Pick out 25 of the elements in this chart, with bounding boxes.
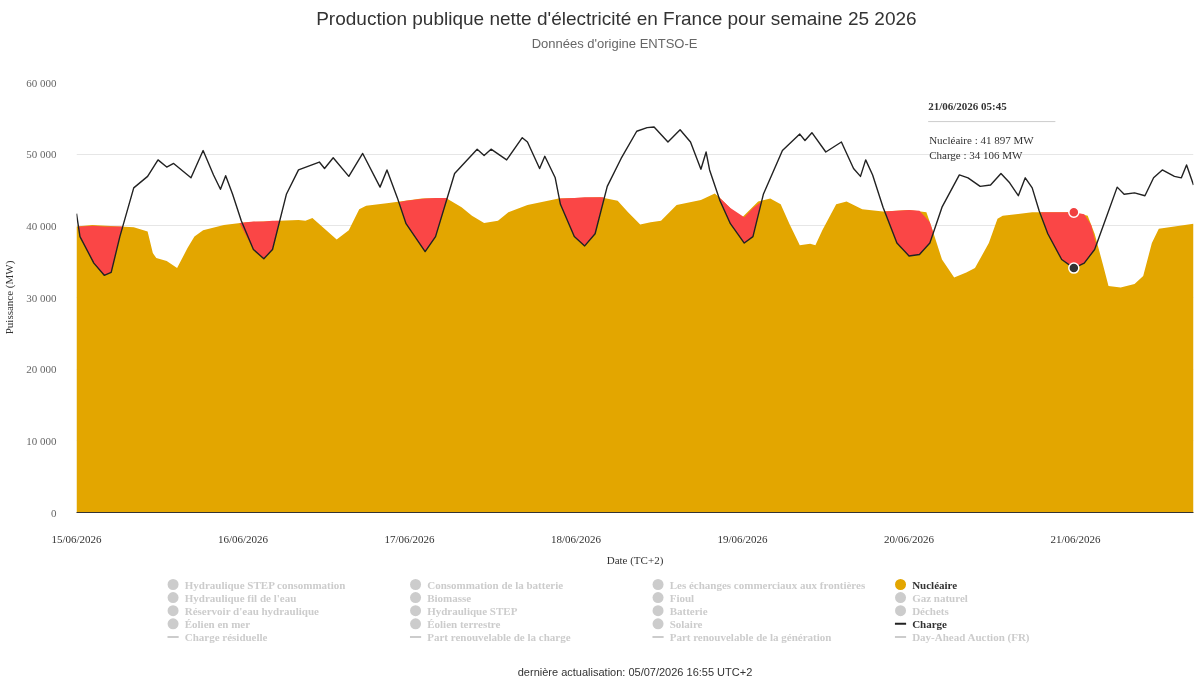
y-tick-label: 0 <box>51 506 57 519</box>
text: dernière actualisation: 05/07/2026 16:55 UTC+2 <box>517 665 753 678</box>
x-tick-label: 15/06/2026 <box>51 532 103 545</box>
y-axis-title: Puissance (MW) <box>3 260 17 335</box>
annotation: Nucléaire : 41 897 MW <box>929 134 1035 147</box>
y-tick-label: 20 000 <box>26 363 57 376</box>
x-tick-label: 16/06/2026 <box>217 532 269 545</box>
annotation: 21/06/2026 05:45 <box>928 99 1008 112</box>
line-series <box>76 126 1194 276</box>
x-tick-label: 18/06/2026 <box>550 532 602 545</box>
y-tick-label: 50 000 <box>26 148 57 161</box>
x-tick-label: 19/06/2026 <box>717 532 769 545</box>
chart-subtitle: Données d'origine ENTSO-E <box>531 36 698 51</box>
y-tick-label: 10 000 <box>26 434 57 447</box>
legend-label: Nucléaire <box>912 578 958 591</box>
legend-label: Charge <box>912 617 948 630</box>
x-tick-label: 17/06/2026 <box>384 532 436 545</box>
annotation: Charge : 34 106 MW <box>929 148 1024 161</box>
chart-title: Production publique nette d'électricité en France pour semaine 25 2026 <box>316 8 917 29</box>
y-tick-label: 40 000 <box>26 219 57 232</box>
x-tick-label: 20/06/2026 <box>883 532 935 545</box>
y-tick-label: 30 000 <box>26 291 57 304</box>
x-axis-title: Date (TC+2) <box>606 553 664 567</box>
y-tick-label: 60 000 <box>26 76 57 89</box>
x-tick-label: 21/06/2026 <box>1050 532 1102 545</box>
